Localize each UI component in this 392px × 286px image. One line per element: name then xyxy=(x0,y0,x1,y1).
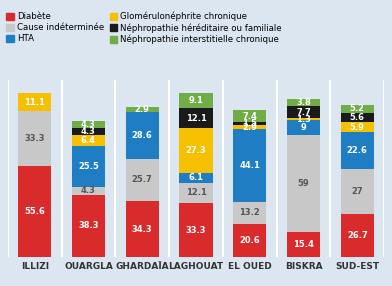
Bar xyxy=(341,105,374,113)
Bar xyxy=(18,112,51,166)
Text: 6.1: 6.1 xyxy=(189,173,203,182)
Bar xyxy=(72,128,105,135)
Bar xyxy=(287,106,320,118)
Text: 38.3: 38.3 xyxy=(78,221,99,231)
Bar xyxy=(125,159,159,201)
Bar xyxy=(18,166,51,257)
Bar xyxy=(179,173,213,183)
Bar xyxy=(18,93,51,112)
Bar xyxy=(341,214,374,257)
Legend: Diabète, Cause indéterminée, HTA, Glomérulonéphrite chronique, Néphropathie héré: Diabète, Cause indéterminée, HTA, Glomér… xyxy=(5,10,284,46)
Text: 4.3: 4.3 xyxy=(81,186,96,196)
Bar xyxy=(179,203,213,257)
Text: 12.1: 12.1 xyxy=(185,188,207,197)
Text: 7.7: 7.7 xyxy=(296,108,311,116)
Text: 9: 9 xyxy=(301,123,307,132)
Text: 13.2: 13.2 xyxy=(240,208,260,217)
Bar xyxy=(287,232,320,257)
Bar xyxy=(287,100,320,106)
Text: 28.6: 28.6 xyxy=(132,131,152,140)
Bar xyxy=(72,194,105,257)
Text: 25.5: 25.5 xyxy=(78,162,99,171)
Text: 55.6: 55.6 xyxy=(24,207,45,216)
Text: 34.3: 34.3 xyxy=(132,225,152,234)
Bar xyxy=(179,108,213,128)
Text: 11.1: 11.1 xyxy=(24,98,45,107)
Bar xyxy=(341,113,374,122)
Text: 15.4: 15.4 xyxy=(293,240,314,249)
Bar xyxy=(287,118,320,120)
Bar xyxy=(72,121,105,128)
Text: 33.3: 33.3 xyxy=(186,226,206,235)
Bar xyxy=(179,128,213,173)
Bar xyxy=(72,135,105,146)
Bar xyxy=(125,112,159,159)
Bar xyxy=(341,122,374,132)
Bar xyxy=(179,93,213,108)
Bar xyxy=(287,135,320,232)
Text: 27: 27 xyxy=(352,187,363,196)
Text: 12.1: 12.1 xyxy=(185,114,207,123)
Text: 4.3: 4.3 xyxy=(81,127,96,136)
Text: 6.4: 6.4 xyxy=(81,136,96,145)
Text: 5.2: 5.2 xyxy=(350,104,365,114)
Text: 33.3: 33.3 xyxy=(24,134,45,143)
Bar xyxy=(179,183,213,203)
Bar xyxy=(233,110,267,122)
Text: 2.9: 2.9 xyxy=(242,123,257,132)
Text: 26.7: 26.7 xyxy=(347,231,368,240)
Text: 22.6: 22.6 xyxy=(347,146,368,155)
Text: 7.4: 7.4 xyxy=(242,112,257,121)
Bar xyxy=(72,187,105,194)
Text: 9.1: 9.1 xyxy=(189,96,203,105)
Bar xyxy=(125,107,159,112)
Bar xyxy=(233,224,267,257)
Text: 1.5: 1.5 xyxy=(242,119,257,128)
Text: 5.6: 5.6 xyxy=(350,113,365,122)
Text: 2.9: 2.9 xyxy=(135,105,150,114)
Bar xyxy=(233,122,267,125)
Text: 20.6: 20.6 xyxy=(240,236,260,245)
Bar xyxy=(125,201,159,257)
Text: 5.9: 5.9 xyxy=(350,123,365,132)
Text: 59: 59 xyxy=(298,179,309,188)
Bar xyxy=(233,202,267,224)
Text: 4.3: 4.3 xyxy=(81,120,96,129)
Bar xyxy=(341,132,374,169)
Text: 1.3: 1.3 xyxy=(296,115,311,124)
Bar xyxy=(233,130,267,202)
Text: 27.3: 27.3 xyxy=(186,146,206,155)
Text: 44.1: 44.1 xyxy=(240,161,260,170)
Bar xyxy=(287,120,320,135)
Text: 3.8: 3.8 xyxy=(296,98,311,107)
Bar xyxy=(233,125,267,130)
Bar xyxy=(72,146,105,187)
Bar xyxy=(341,169,374,214)
Text: 25.7: 25.7 xyxy=(132,176,152,184)
